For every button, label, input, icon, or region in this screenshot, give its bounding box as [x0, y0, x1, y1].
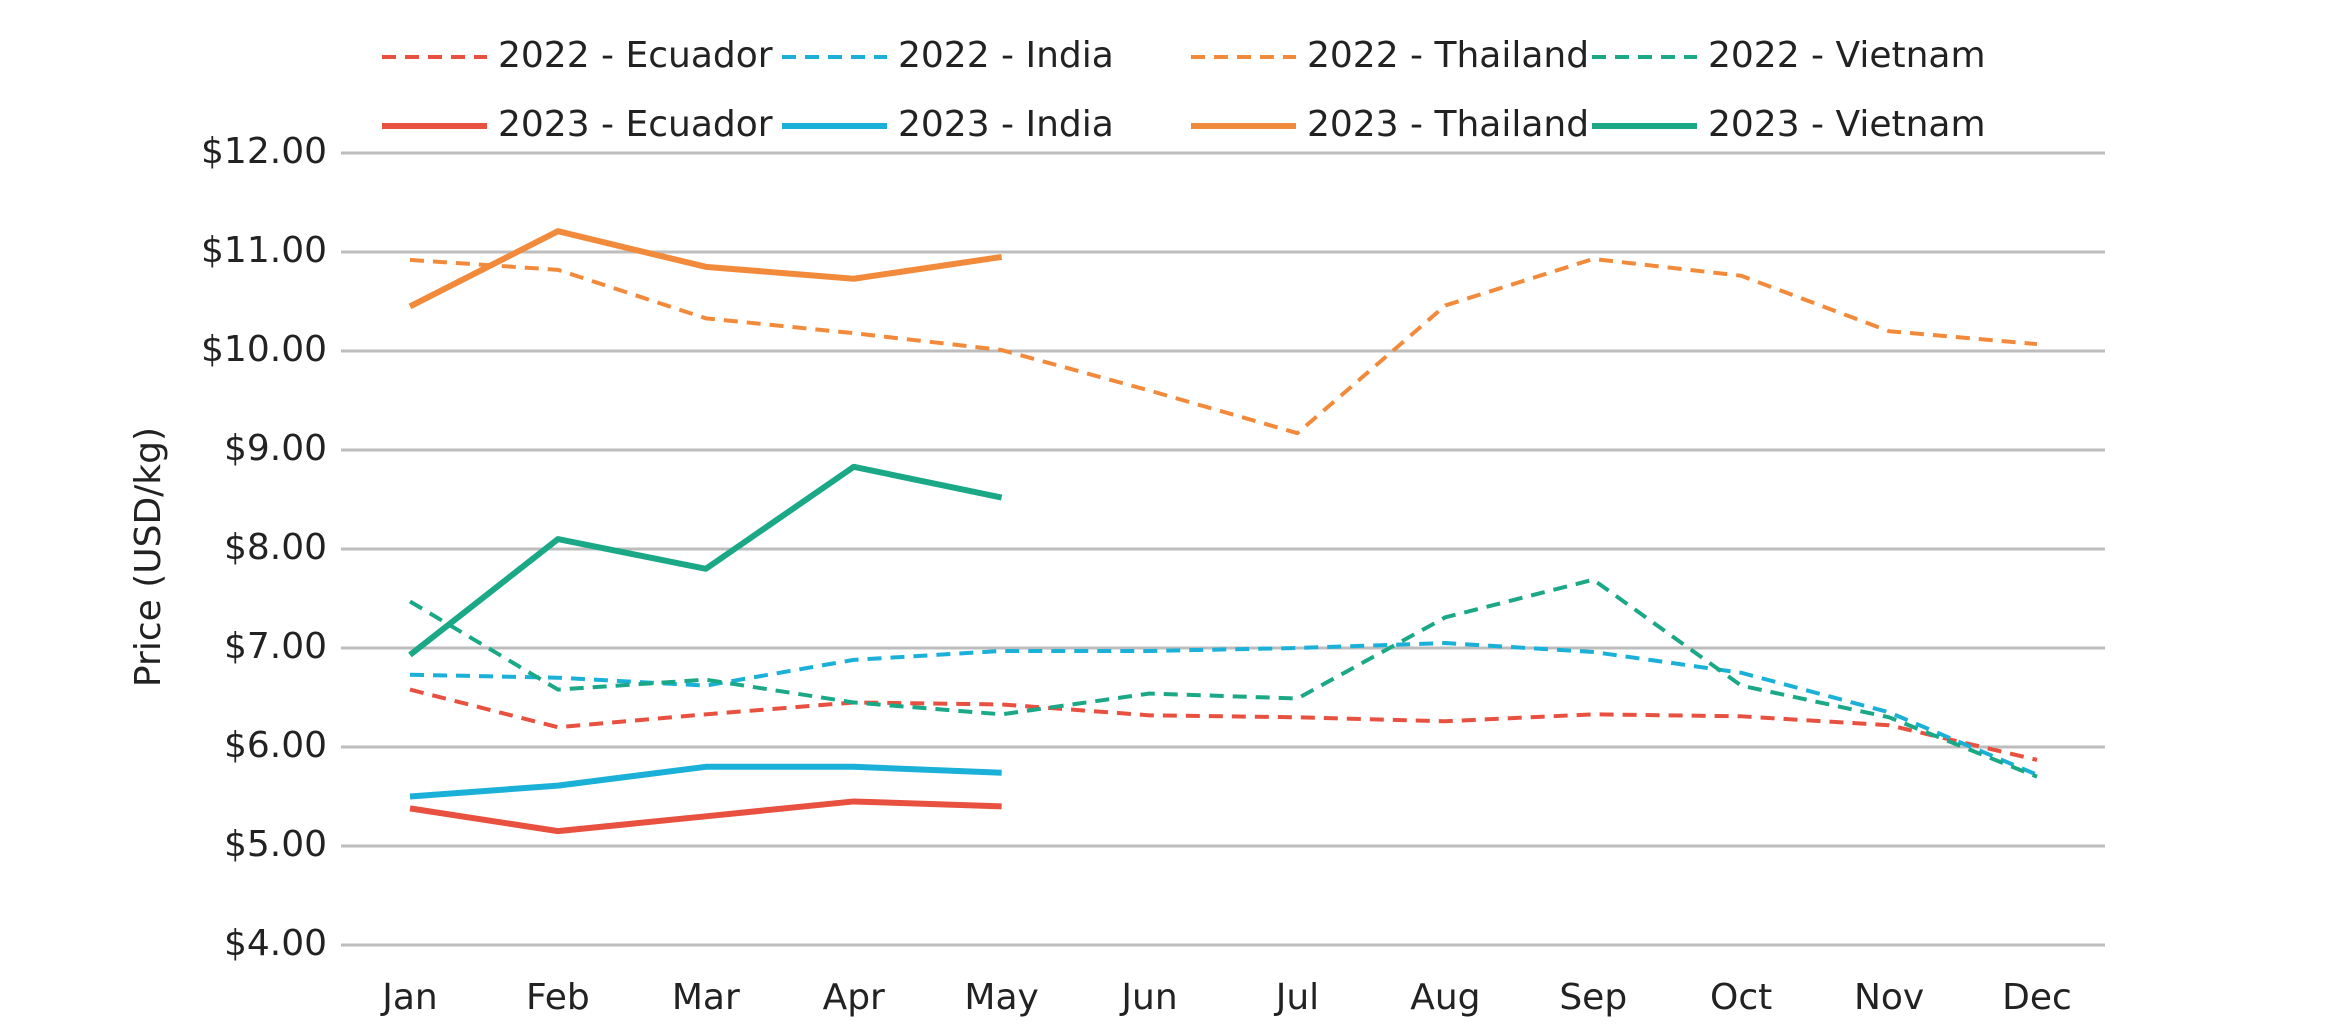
y-axis-label: Price (USD/kg): [128, 427, 169, 687]
series-line: [408, 463, 1003, 658]
y-tick-label: $10.00: [201, 329, 327, 370]
x-tick-label: Mar: [672, 977, 740, 1018]
series-line: [409, 641, 2038, 777]
x-tick-label: Sep: [1559, 977, 1627, 1018]
legend-label: 2022 - India: [898, 35, 1114, 76]
y-tick-label: $6.00: [224, 725, 327, 766]
legend-label: 2023 - Ecuador: [498, 104, 773, 145]
x-tick-label: Apr: [823, 977, 885, 1018]
y-tick-label: $9.00: [224, 428, 327, 469]
legend-label: 2022 - Vietnam: [1708, 35, 1986, 76]
y-tick-label: $8.00: [224, 527, 327, 568]
x-tick-label: Oct: [1710, 977, 1772, 1018]
series-line: [409, 763, 1002, 800]
legend-label: 2023 - Vietnam: [1708, 104, 1986, 145]
series-line: [409, 687, 2038, 762]
x-tick-label: May: [964, 977, 1038, 1018]
x-tick-label: Jan: [380, 977, 438, 1018]
legend-label: 2023 - India: [898, 104, 1114, 145]
legend-label: 2022 - Thailand: [1307, 35, 1589, 76]
y-tick-label: $7.00: [224, 626, 327, 667]
x-tick-label: Jul: [1274, 977, 1319, 1018]
series-line: [409, 798, 1002, 835]
y-tick-label: $4.00: [224, 923, 327, 964]
x-tick-label: Nov: [1854, 977, 1924, 1018]
y-tick-label: $5.00: [224, 824, 327, 865]
y-tick-label: $12.00: [201, 131, 327, 172]
x-tick-label: Aug: [1410, 977, 1480, 1018]
series-line: [408, 228, 1003, 310]
series-line: [409, 256, 2038, 436]
legend-label: 2023 - Thailand: [1307, 104, 1589, 145]
legend-label: 2022 - Ecuador: [498, 35, 773, 76]
x-tick-label: Jun: [1119, 977, 1177, 1018]
y-tick-label: $11.00: [201, 230, 327, 271]
series-line: [408, 577, 2038, 779]
x-tick-label: Feb: [526, 977, 590, 1018]
x-tick-label: Dec: [2002, 977, 2072, 1018]
